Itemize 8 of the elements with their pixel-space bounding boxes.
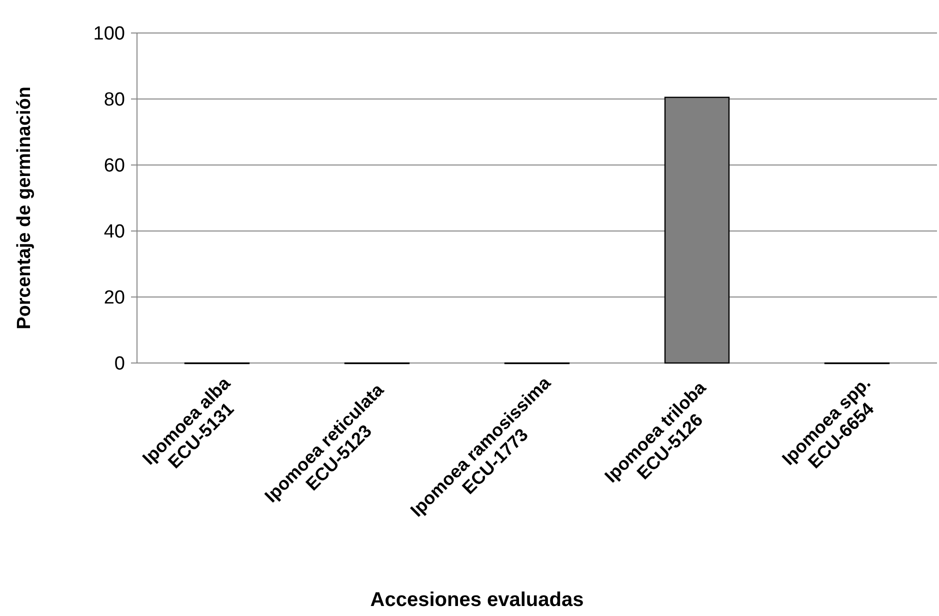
y-tick-label: 80 bbox=[104, 90, 125, 111]
y-axis-title: Porcentaje de germinación bbox=[14, 86, 35, 330]
y-tick-label: 20 bbox=[104, 288, 125, 309]
y-tick-label: 100 bbox=[93, 24, 125, 45]
y-tick-label: 40 bbox=[104, 222, 125, 243]
y-tick-label: 60 bbox=[104, 156, 125, 177]
y-tick-label: 0 bbox=[114, 354, 125, 375]
x-axis-title: Accesiones evaluadas bbox=[370, 589, 584, 611]
